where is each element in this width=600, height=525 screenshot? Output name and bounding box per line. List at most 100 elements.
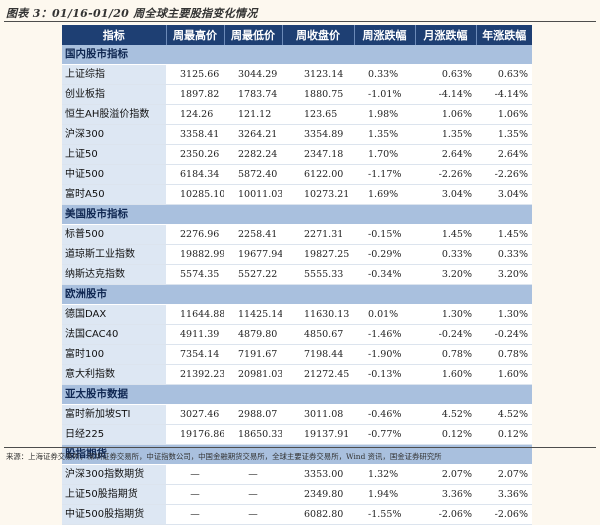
year-change-cell: -2.26% bbox=[476, 164, 532, 185]
month-change-cell: 0.78% bbox=[415, 344, 476, 365]
index-name: 富时A50 bbox=[62, 184, 166, 205]
week-change-cell: 1.98% bbox=[354, 104, 415, 125]
top-rule bbox=[4, 21, 596, 22]
section-row: 欧洲股市 bbox=[62, 284, 532, 305]
week-high-cell: 19176.86 bbox=[166, 424, 224, 445]
table-row: 道琼斯工业指数 19882.99 19677.94 19827.25 -0.29% 0.3… bbox=[62, 244, 532, 265]
month-change-cell: 2.07% bbox=[415, 464, 476, 485]
table-row: 上证50股指期货 — —2349.80 1.94% 3.36% 3.36% bbox=[62, 484, 532, 505]
year-change-cell: 0.12% bbox=[476, 424, 532, 445]
week-high-cell: 3358.41 bbox=[166, 124, 224, 145]
header-month-change: 月涨跌幅 bbox=[415, 25, 477, 45]
table-row: 富时A50 10285.10 10011.03 10273.21 1.69% 3.04% 3… bbox=[62, 184, 532, 205]
index-name: 法国CAC40 bbox=[62, 324, 166, 345]
index-name: 上证50 bbox=[62, 144, 166, 165]
year-change-cell: 1.60% bbox=[476, 364, 532, 385]
section-title: 股指期货 bbox=[62, 444, 532, 465]
week-close-cell: 4850.67 bbox=[282, 324, 354, 345]
year-change-cell: -4.14% bbox=[476, 84, 532, 105]
section-title: 欧洲股市 bbox=[62, 284, 532, 305]
week-high-cell: 3027.46 bbox=[166, 404, 224, 425]
week-close-cell: 6082.80 bbox=[282, 504, 354, 525]
table-row: 上证50 2350.26 2282.24 2347.18 1.70% 2.64% 2.64% bbox=[62, 144, 532, 165]
week-change-cell: -1.90% bbox=[354, 344, 415, 365]
month-change-cell: 1.60% bbox=[415, 364, 476, 385]
week-change-cell: 1.69% bbox=[354, 184, 415, 205]
table-row: 法国CAC40 4911.39 4879.80 4850.67 -1.46% -0.24%… bbox=[62, 324, 532, 345]
table-row: 中证500 6184.34 5872.40 6122.00 -1.17% -2.26% -2… bbox=[62, 164, 532, 185]
header-row: 指标 周最高价 周最低价 周收盘价 周涨跌幅 月涨跌幅 年涨跌幅 bbox=[62, 25, 532, 45]
header-week-close: 周收盘价 bbox=[282, 25, 355, 45]
index-name: 上证综指 bbox=[62, 64, 166, 85]
week-close-cell: 21272.45 bbox=[282, 364, 354, 385]
week-change-cell: -1.01% bbox=[354, 84, 415, 105]
table-row: 日经225 19176.86 18650.33 19137.91 -0.77% 0.12%… bbox=[62, 424, 532, 445]
table-row: 德国DAX 11644.88 11425.14 11630.13 0.01% 1.30% 1… bbox=[62, 304, 532, 325]
week-close-cell: 19137.91 bbox=[282, 424, 354, 445]
week-change-cell: -0.13% bbox=[354, 364, 415, 385]
table-row: 中证500股指期货 — —6082.80 -1.55% -2.06% -2.06% bbox=[62, 504, 532, 525]
week-high-cell: 2276.96 bbox=[166, 224, 224, 245]
week-change-cell: -1.55% bbox=[354, 504, 415, 525]
week-change-cell: -0.46% bbox=[354, 404, 415, 425]
header-week-change: 周涨跌幅 bbox=[354, 25, 416, 45]
week-low-cell: 1783.74 bbox=[224, 84, 282, 105]
week-close-cell: 6122.00 bbox=[282, 164, 354, 185]
week-low-cell: 3264.21 bbox=[224, 124, 282, 145]
week-change-cell: -1.17% bbox=[354, 164, 415, 185]
index-name: 标普500 bbox=[62, 224, 166, 245]
year-change-cell: 2.07% bbox=[476, 464, 532, 485]
section-row: 国内股市指标 bbox=[62, 45, 532, 65]
week-high-cell: 6184.34 bbox=[166, 164, 224, 185]
source-note: 来源：上海证券交易所，深圳证券交易所，中证指数公司，中国金融期货交易所，全球主要… bbox=[6, 452, 442, 461]
week-high-cell: 4911.39 bbox=[166, 324, 224, 345]
week-change-cell: 1.94% bbox=[354, 484, 415, 505]
month-change-cell: 0.63% bbox=[415, 64, 476, 85]
month-change-cell: 0.12% bbox=[415, 424, 476, 445]
month-change-cell: -2.26% bbox=[415, 164, 476, 185]
week-high-cell: 19882.99 bbox=[166, 244, 224, 265]
year-change-cell: 0.33% bbox=[476, 244, 532, 265]
week-close-cell: 5555.33 bbox=[282, 264, 354, 285]
figure-caption: 图表 3：01/16-01/20 周全球主要股指变化情况 bbox=[6, 7, 258, 20]
week-low-cell: — bbox=[224, 464, 282, 485]
week-high-cell: 3125.66 bbox=[166, 64, 224, 85]
week-close-cell: 11630.13 bbox=[282, 304, 354, 325]
table-body: 国内股市指标 上证综指 3125.66 3044.29 3123.14 0.33% 0.63… bbox=[62, 45, 532, 525]
index-name: 中证500股指期货 bbox=[62, 504, 166, 525]
table-row: 恒生AH股溢价指数 124.26 121.12 123.65 1.98% 1.06% 1.0… bbox=[62, 104, 532, 125]
week-close-cell: 19827.25 bbox=[282, 244, 354, 265]
week-change-cell: -0.34% bbox=[354, 264, 415, 285]
month-change-cell: 2.64% bbox=[415, 144, 476, 165]
index-name: 德国DAX bbox=[62, 304, 166, 325]
section-row: 美国股市指标 bbox=[62, 204, 532, 225]
week-low-cell: — bbox=[224, 504, 282, 525]
week-low-cell: — bbox=[224, 484, 282, 505]
week-change-cell: 0.33% bbox=[354, 64, 415, 85]
week-close-cell: 2347.18 bbox=[282, 144, 354, 165]
index-name: 沪深300 bbox=[62, 124, 166, 145]
month-change-cell: 4.52% bbox=[415, 404, 476, 425]
index-name: 上证50股指期货 bbox=[62, 484, 166, 505]
week-low-cell: 3044.29 bbox=[224, 64, 282, 85]
year-change-cell: 1.35% bbox=[476, 124, 532, 145]
section-title: 亚太股市数据 bbox=[62, 384, 532, 405]
header-week-low: 周最低价 bbox=[224, 25, 283, 45]
week-high-cell: 21392.23 bbox=[166, 364, 224, 385]
week-low-cell: 20981.03 bbox=[224, 364, 282, 385]
week-change-cell: -1.46% bbox=[354, 324, 415, 345]
week-high-cell: — bbox=[166, 464, 224, 485]
year-change-cell: 4.52% bbox=[476, 404, 532, 425]
week-close-cell: 2271.31 bbox=[282, 224, 354, 245]
index-name: 富时100 bbox=[62, 344, 166, 365]
week-low-cell: 10011.03 bbox=[224, 184, 282, 205]
index-name: 日经225 bbox=[62, 424, 166, 445]
year-change-cell: 1.30% bbox=[476, 304, 532, 325]
year-change-cell: -2.06% bbox=[476, 504, 532, 525]
week-high-cell: 11644.88 bbox=[166, 304, 224, 325]
month-change-cell: -0.24% bbox=[415, 324, 476, 345]
week-change-cell: 1.35% bbox=[354, 124, 415, 145]
month-change-cell: 3.20% bbox=[415, 264, 476, 285]
index-name: 恒生AH股溢价指数 bbox=[62, 104, 166, 125]
table-row: 创业板指 1897.82 1783.74 1880.75 -1.01% -4.14% -4.… bbox=[62, 84, 532, 105]
